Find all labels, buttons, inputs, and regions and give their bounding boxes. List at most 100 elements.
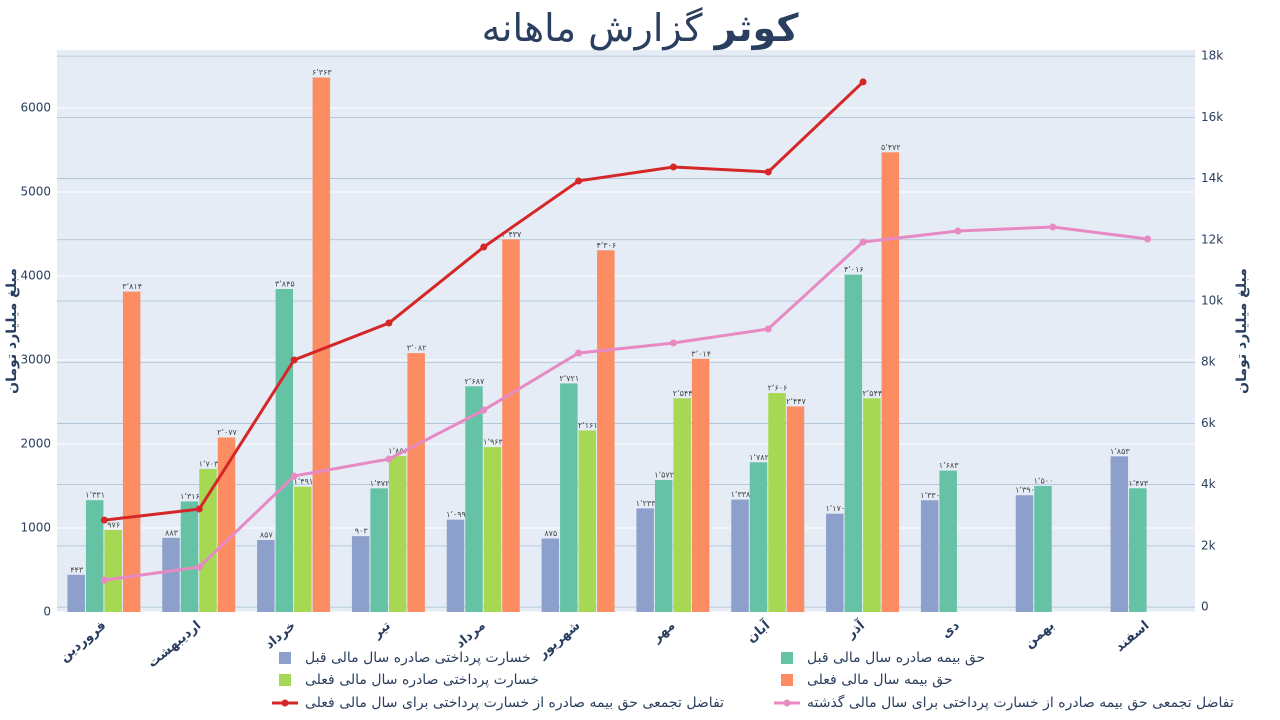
data-label: ۱٬۳۳۱ — [85, 491, 105, 500]
data-label: ۲٬۵۴۴ — [862, 389, 882, 398]
line-marker — [195, 563, 203, 571]
y2-tick-label: 6k — [1201, 416, 1216, 430]
data-label: ۶٬۳۶۳ — [312, 68, 332, 77]
legend-marker — [281, 699, 289, 707]
x-tick-label: آذر — [842, 616, 868, 642]
bar — [881, 152, 900, 612]
x-tick-label: شهریور — [535, 618, 584, 662]
y2-tick-label: 8k — [1201, 355, 1216, 369]
y2-tick-label: 18k — [1201, 49, 1223, 63]
data-label: ۱٬۳۹۰ — [1015, 486, 1035, 495]
line-marker — [385, 455, 393, 463]
bar — [275, 288, 294, 612]
legend-label: خسارت پرداختی صادره سال مالی قبل — [305, 650, 531, 666]
data-label: ۲٬۰۷۷ — [217, 428, 237, 437]
data-label: ۴۴۳ — [70, 565, 84, 574]
bar — [863, 398, 881, 612]
line-marker — [575, 177, 583, 185]
y2-tick-label: 16k — [1201, 110, 1223, 124]
legend-swatch — [279, 674, 291, 686]
legend-label: تفاضل تجمعی حق بیمه صادره از خسارت پرداخ… — [305, 695, 724, 711]
x-tick-label: اسفند — [1113, 618, 1153, 655]
data-label: ۴٬۰۱۶ — [844, 265, 864, 274]
x-tick-label: آبان — [743, 616, 774, 646]
data-label: ۱٬۲۳۳ — [636, 499, 656, 508]
bar — [446, 519, 465, 612]
y2-tick-label: 4k — [1201, 477, 1216, 491]
y-tick-label: 2000 — [20, 436, 51, 450]
data-label: ۸۷۵ — [544, 529, 557, 538]
data-label: ۸۵۷ — [260, 531, 274, 540]
bar — [768, 393, 786, 612]
y2-tick-label: 10k — [1201, 294, 1223, 308]
x-tick-label: دی — [939, 618, 963, 642]
x-tick-label: تیر — [369, 618, 393, 642]
legend-swatch — [279, 652, 291, 664]
bar — [691, 358, 710, 612]
data-label: ۹۷۶ — [107, 521, 120, 530]
line-marker — [1049, 223, 1057, 231]
bar — [388, 456, 407, 612]
bar — [749, 462, 768, 612]
x-tick-label: مرداد — [453, 618, 489, 651]
bar — [560, 383, 578, 612]
data-label: ۱٬۴۹۱ — [293, 477, 313, 486]
bar — [85, 500, 104, 612]
data-label: ۱٬۰۹۹ — [446, 510, 466, 519]
bar — [294, 486, 312, 612]
bar — [407, 353, 425, 612]
line-marker — [290, 472, 298, 480]
data-label: ۳٬۰۸۲ — [407, 344, 427, 353]
data-label: ۱٬۹۶۳ — [483, 438, 503, 447]
line-marker — [669, 163, 677, 171]
legend-swatch — [781, 674, 793, 686]
bar — [673, 398, 691, 612]
bar — [1034, 485, 1052, 612]
bar — [1110, 456, 1129, 612]
plot-area — [57, 50, 1195, 612]
bar — [1129, 488, 1147, 612]
chart-title-emphasis: کوثر — [713, 6, 800, 50]
line — [104, 225, 1148, 582]
bar — [597, 250, 615, 612]
bar — [257, 540, 275, 612]
chart-title: کوثر گزارش ماهانه — [482, 6, 800, 51]
chart-title-main: گزارش ماهانه — [482, 6, 704, 51]
bar — [578, 430, 597, 612]
bar — [312, 77, 331, 612]
legend-marker — [783, 699, 791, 707]
data-label: ۱٬۴۷۲ — [370, 479, 390, 488]
line-marker — [100, 516, 108, 524]
data-label: ۱٬۴۷۳ — [1128, 479, 1148, 488]
bar — [180, 501, 199, 612]
data-label: ۲٬۵۴۴ — [673, 389, 693, 398]
legend-label: تفاضل تجمعی حق بیمه صادره از خسارت پرداخ… — [807, 694, 1234, 711]
bar — [844, 274, 863, 612]
line-marker — [859, 78, 867, 86]
data-label: ۲٬۶۰۶ — [768, 384, 788, 393]
line-marker — [669, 339, 677, 347]
line-marker — [480, 243, 488, 251]
data-label: ۲٬۶۸۷ — [465, 377, 485, 386]
data-label: ۸۸۳ — [165, 528, 179, 537]
line-marker — [385, 319, 393, 327]
x-tick-label: اردیبهشت — [145, 618, 204, 671]
data-label: ۳٬۸۴۵ — [275, 279, 295, 288]
bar — [654, 479, 673, 612]
line-marker — [764, 325, 772, 333]
y-tick-label: 4000 — [20, 268, 51, 282]
bar — [826, 513, 844, 612]
y2-tick-label: 2k — [1201, 538, 1216, 552]
bar — [920, 500, 939, 612]
y2-axis-title: مبلغ میلیارد تومان — [1234, 268, 1250, 394]
data-label: ۲٬۷۲۱ — [559, 374, 579, 383]
y-tick-label: 6000 — [20, 100, 51, 114]
y-axis-title: مبلغ میلیارد تومان — [4, 268, 20, 394]
y2-tick-label: 14k — [1201, 171, 1223, 185]
y2-tick-label: 0 — [1201, 600, 1209, 614]
data-label: ۴٬۴۳۷ — [502, 230, 522, 239]
bar — [67, 574, 85, 612]
x-tick-label: بهمن — [1022, 618, 1058, 651]
y2-tick-label: 12k — [1201, 232, 1223, 246]
